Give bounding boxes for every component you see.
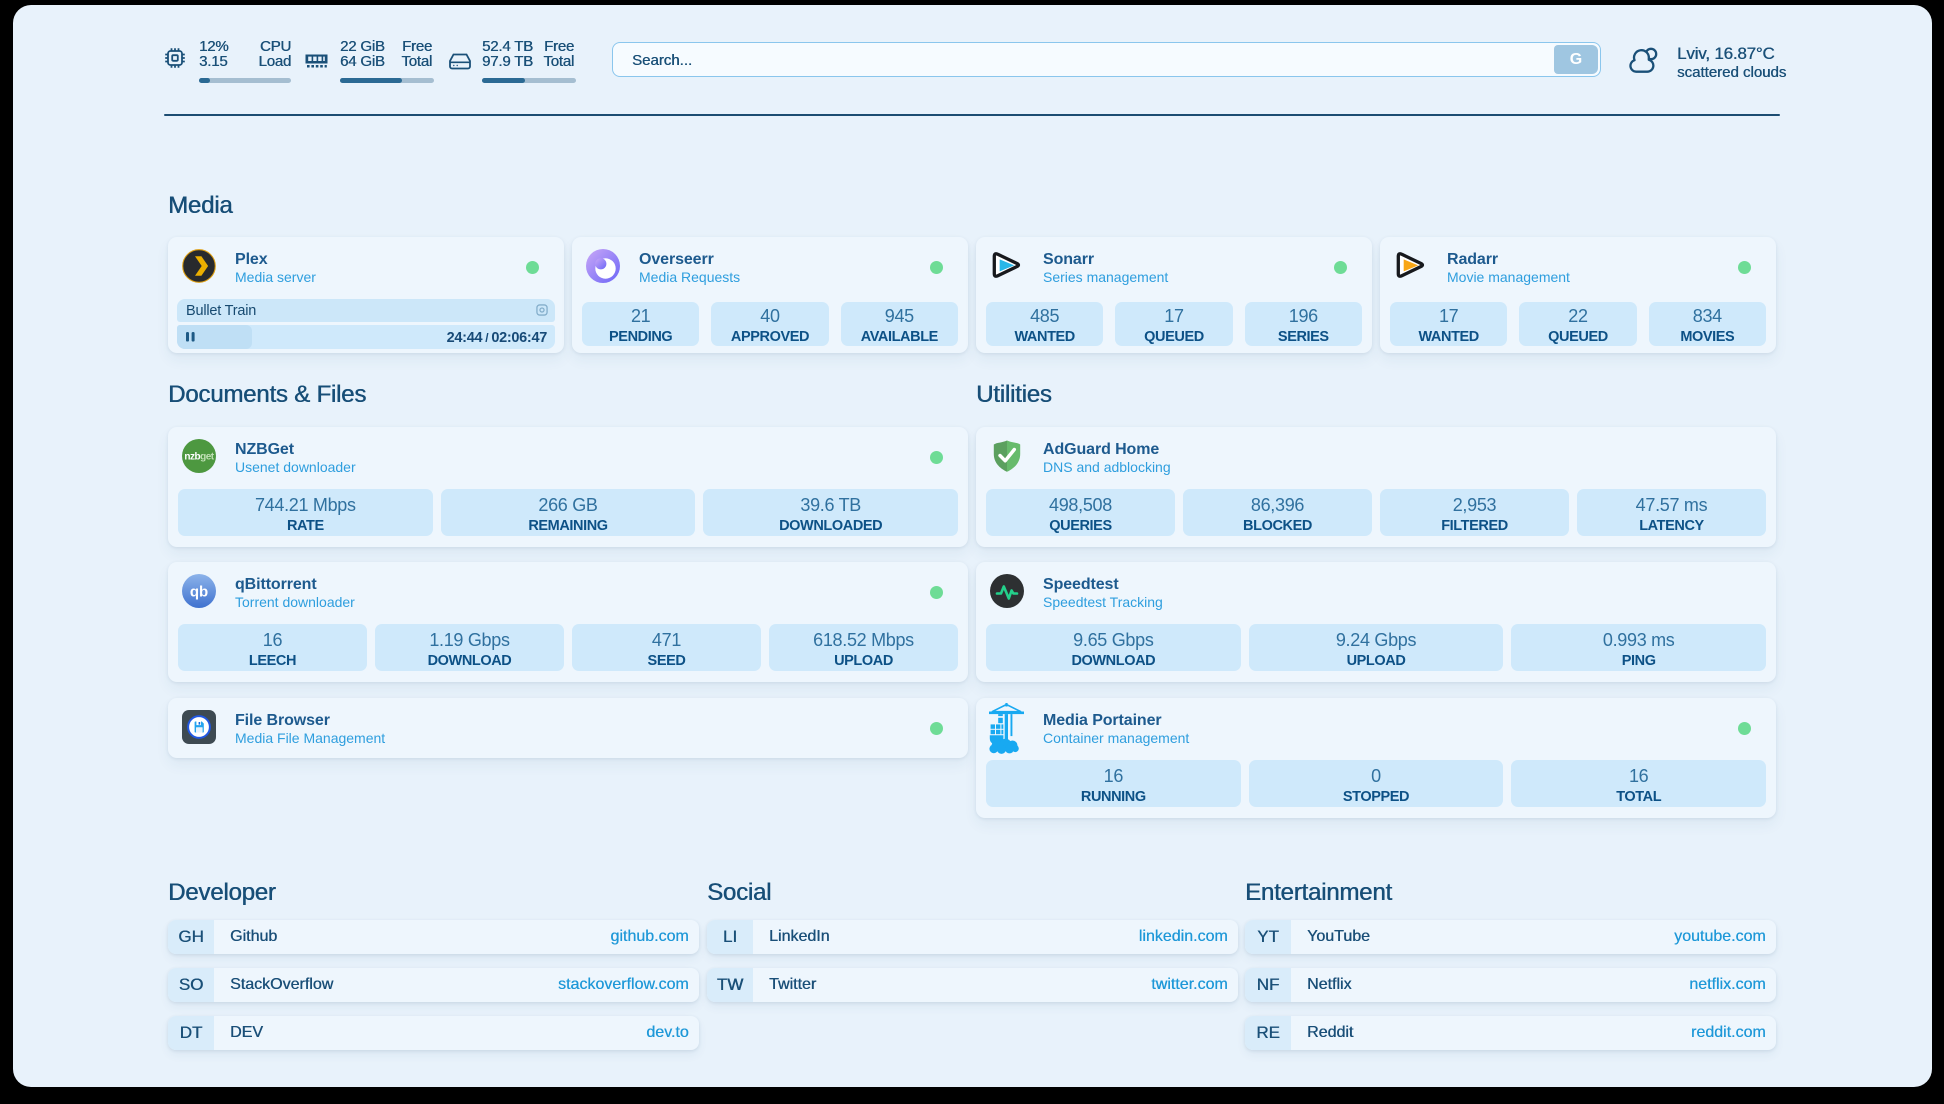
svg-text:nzbget: nzbget: [184, 452, 214, 463]
svg-text:qb: qb: [190, 584, 208, 601]
